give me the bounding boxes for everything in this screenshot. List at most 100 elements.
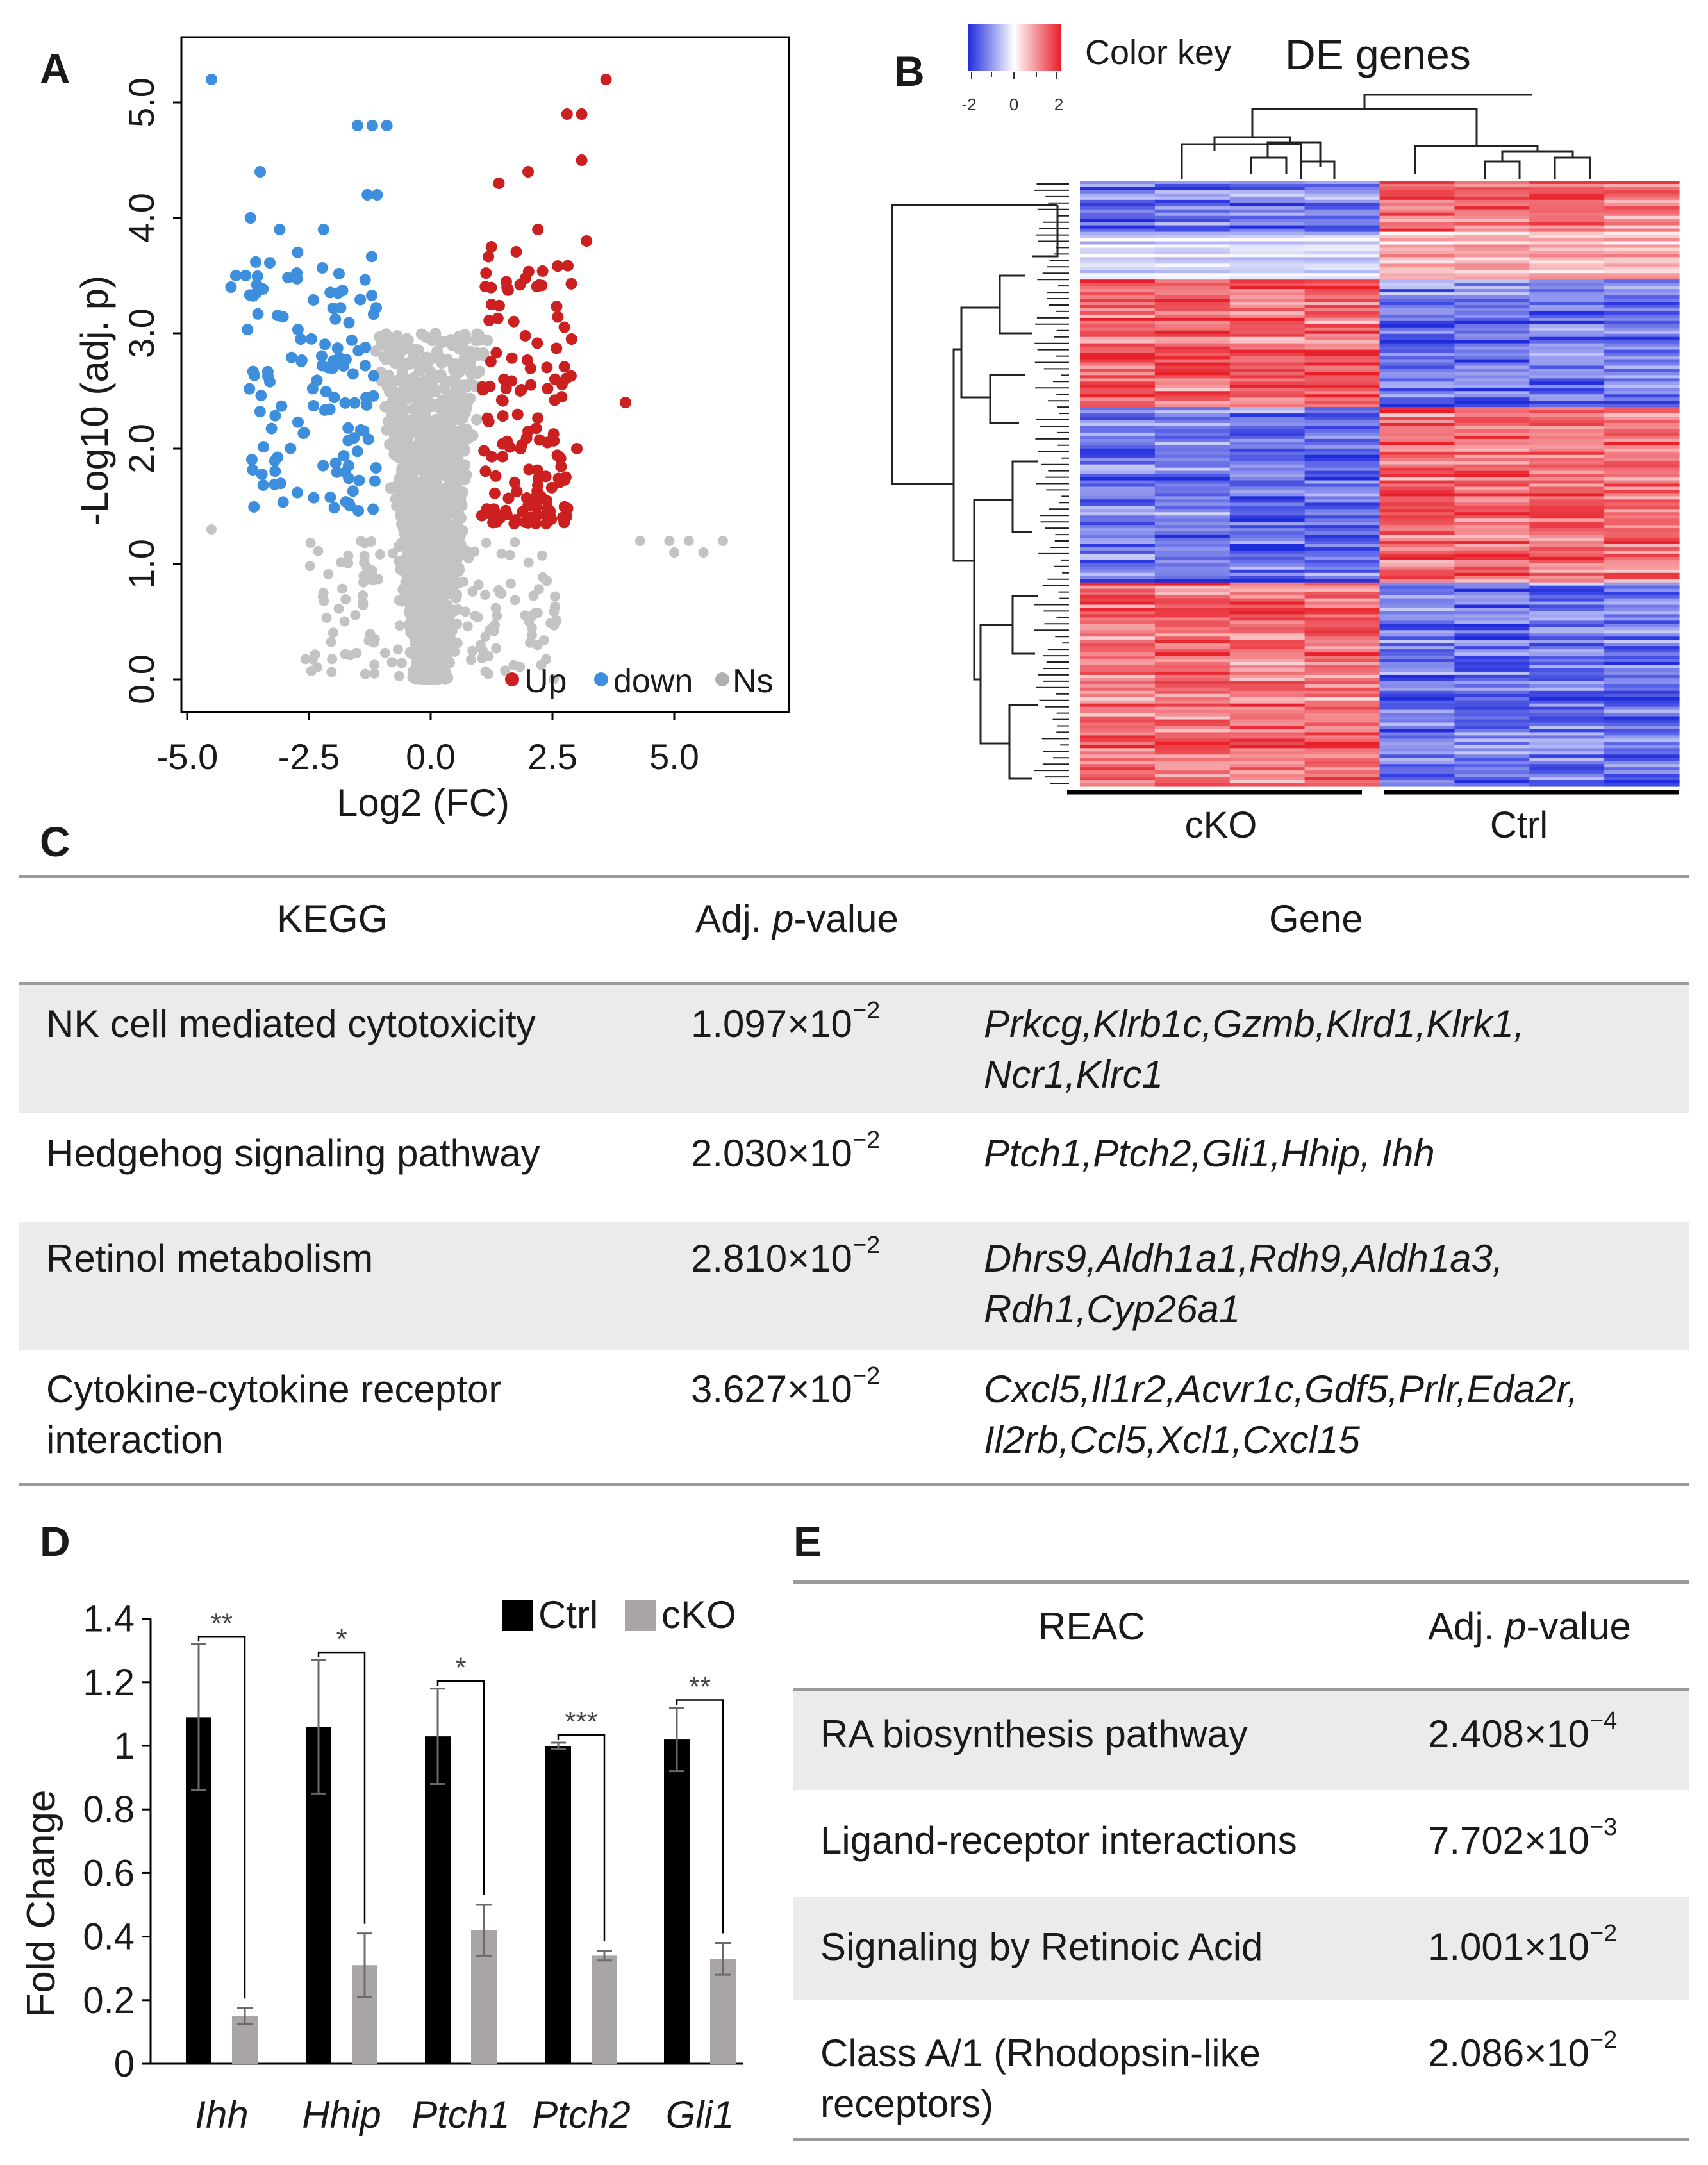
heatmap-cell [1604,317,1680,322]
heatmap-cell [1454,420,1530,424]
heatmap-cell [1304,576,1380,580]
heatmap-cell [1154,569,1231,574]
heatmap-cell [1080,410,1156,414]
heatmap-cell [1080,327,1156,331]
heatmap-cell [1229,496,1306,500]
heatmap-cell [1379,576,1455,580]
heatmap-cell [1454,512,1530,516]
heatmap-cell [1454,506,1530,510]
heatmap-cell [1080,671,1156,676]
heatmap-cell [1529,693,1605,698]
heatmap-cell [1154,716,1231,720]
heatmap-cell [1604,748,1680,752]
heatmap-cell [1379,353,1455,357]
heatmap-cell [1529,324,1605,328]
heatmap-cell [1454,299,1530,303]
heatmap-cell [1229,572,1306,577]
heatmap-cell [1604,267,1680,270]
heatmap-cell [1604,365,1680,370]
heatmap-cell [1529,608,1605,612]
heatmap-cell [1229,770,1306,774]
heatmap-cell [1154,643,1231,647]
heatmap-cell [1304,499,1380,503]
heatmap-cell [1454,671,1530,676]
heatmap-cell [1229,761,1306,765]
heatmap-cell [1529,518,1605,522]
heatmap-cell [1454,709,1530,714]
heatmap-cell [1080,528,1156,532]
heatmap-cell [1529,677,1605,682]
heatmap-cell [1229,764,1306,768]
heatmap-cell [1379,324,1455,328]
heatmap-cell [1529,295,1605,299]
heatmap-cell [1604,458,1680,462]
heatmap-cell [1229,206,1306,210]
heatmap-cell [1529,308,1605,312]
heatmap-cell [1080,538,1156,542]
heatmap-cell [1229,582,1306,586]
heatmap-cell [1229,435,1306,440]
heatmap-cell [1379,617,1455,621]
heatmap-cell [1304,375,1380,379]
heatmap-cell [1229,729,1306,733]
heatmap-cell [1529,464,1605,469]
heatmap-cell [1454,665,1530,669]
heatmap-cell [1604,496,1680,500]
heatmap-cell [1604,356,1680,360]
heatmap-cell [1604,509,1680,513]
heatmap-cell [1529,506,1605,510]
heatmap-cell [1304,690,1380,695]
heatmap-cell [1080,196,1156,201]
heatmap-cell [1229,381,1306,385]
heatmap-cell [1379,499,1455,503]
heatmap-cell [1604,745,1680,749]
heatmap-cell [1154,477,1231,481]
heatmap-cell [1454,693,1530,698]
heatmap-cell [1604,432,1680,436]
heatmap-cell [1604,353,1680,357]
heatmap-cell [1454,518,1530,522]
reac-term: RA biosynthesis pathway [820,1713,1248,1755]
heatmap-cell [1304,349,1380,354]
heatmap-cell [1304,783,1380,787]
heatmap-cell [1229,611,1306,615]
heatmap-cell [1604,687,1680,692]
heatmap-cell [1154,302,1231,306]
heatmap-cell [1454,292,1530,296]
heatmap-cell [1454,617,1530,621]
heatmap-cell [1229,742,1306,745]
heatmap-cell [1379,624,1455,627]
heatmap-cell [1454,391,1530,395]
heatmap-cell [1379,674,1455,679]
heatmap-cell [1604,193,1680,197]
heatmap-cell [1154,241,1231,245]
heatmap-cell [1604,662,1680,666]
heatmap-cell [1379,700,1455,704]
heatmap-cell [1454,429,1530,433]
heatmap-cell [1604,646,1680,650]
heatmap-cell [1529,636,1605,640]
heatmap-cell [1379,541,1455,545]
heatmap-cell [1229,317,1306,322]
heatmap-cell [1529,780,1605,784]
heatmap-cell [1454,317,1530,322]
heatmap-cell [1379,311,1455,315]
heatmap-cell [1229,722,1306,727]
heatmap-cell [1229,273,1306,277]
heatmap-cell [1080,729,1156,733]
reac-term: Ligand-receptor interactions [820,1819,1297,1862]
heatmap-cell [1379,706,1455,711]
heatmap-cell [1080,273,1156,277]
heatmap-cell [1454,410,1530,414]
panel-label-e: E [793,1518,822,1565]
heatmap-cell [1080,758,1156,761]
color-key-gradient [968,24,1061,71]
heatmap-cell [1229,187,1306,191]
heatmap-cell [1154,614,1231,618]
heatmap-cell [1080,608,1156,612]
heatmap-cell [1304,320,1380,325]
heatmap-cell [1229,343,1306,347]
heatmap-cell [1529,640,1605,643]
heatmap-cell [1604,754,1680,758]
heatmap-cell [1454,461,1530,465]
